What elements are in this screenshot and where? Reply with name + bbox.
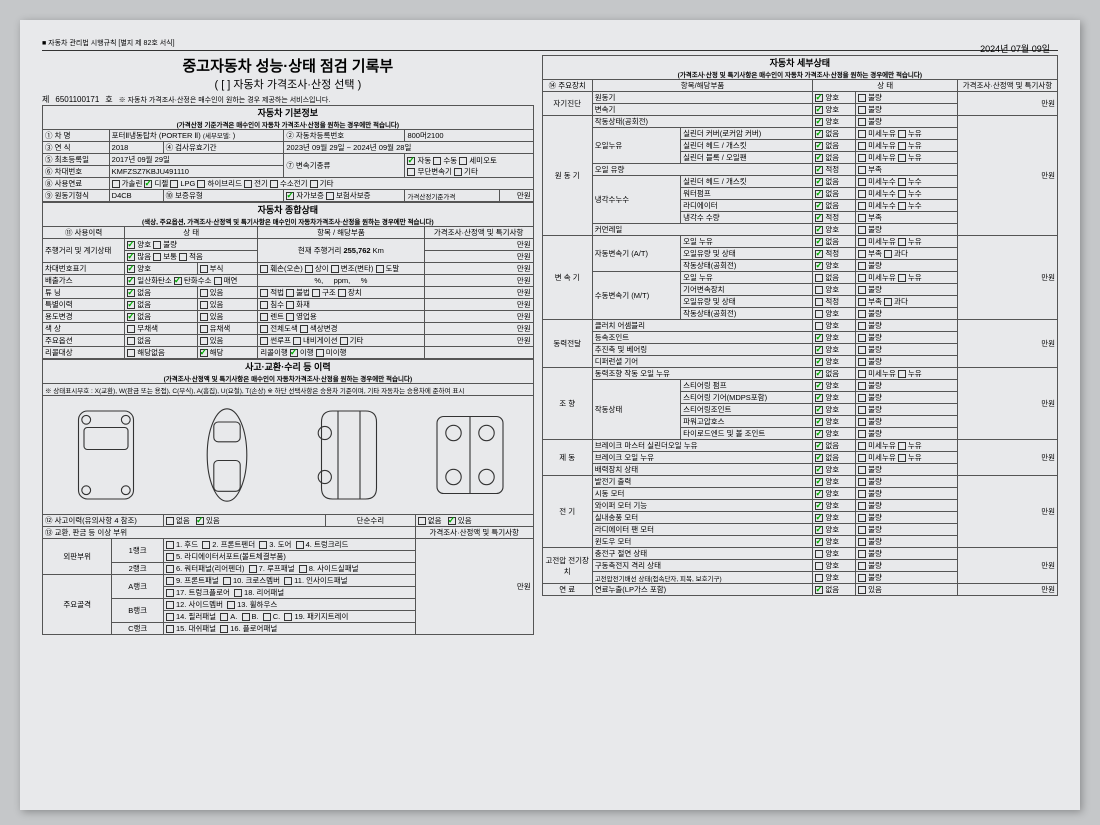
lbl-acc: ⑫ 사고이력(유의사항 4 참조) [43, 515, 164, 527]
val-regno: 800머2100 [405, 130, 533, 142]
g-trans: 변 속 기 [542, 236, 592, 320]
val-valid: 2023년 09월 29일 ~ 2024년 09월 28일 [284, 142, 533, 154]
lbl-fuel: ⑧ 사용연료 [43, 178, 110, 190]
g-power: 동력전달 [542, 320, 592, 368]
val-warranty: 자가보증 보험사보증 [284, 190, 405, 202]
lbl-plate: 차대번호표기 [43, 263, 125, 275]
col-status: 상 태 [125, 227, 258, 239]
rank1-items: 1. 후드 2. 프론트펜더 3. 도어 4. 트렁크리드 [163, 539, 415, 551]
lbl-emission: 배출가스 [43, 275, 125, 287]
lbl-valid: ④ 검사유효기간 [163, 142, 284, 154]
doc-subtitle: ( [ ] 자동차 가격조사·산정 선택 ) [42, 76, 534, 92]
rankB2-items: 14. 필러패널 A. B. C. 19. 패키지트레이 [163, 611, 415, 623]
lbl-special: 특별이력 [43, 299, 125, 311]
docno-suffix: 호 [105, 94, 112, 105]
lbl-tuning: 튜 닝 [43, 287, 125, 299]
col-item: 항목 / 해당부품 [258, 227, 424, 239]
val-trans: 자동 수동 세미오토 무단변속기 기타 [405, 154, 533, 178]
basic-title: 자동차 기본정보(가격산정 기준가격은 매수인이 자동차 가격조사·산정을 원하… [43, 106, 534, 130]
g-self: 자기진단 [542, 92, 592, 116]
val-year: 2018 [109, 142, 163, 154]
lbl-year: ③ 연 식 [43, 142, 110, 154]
g-steer: 조 향 [542, 368, 592, 440]
lbl-odo: 주행거리 및 계기상태 [43, 239, 125, 263]
odo-value: 현재 주행거리 255,762 Km [258, 239, 424, 263]
val-carname: 포터Ⅱ냉동탑차 (PORTER Ⅱ) (세부모델: ) [109, 130, 284, 142]
lbl-color: 색 상 [43, 323, 125, 335]
g-fuel: 연 료 [542, 584, 592, 596]
accident-legend: ※ 상태표시부호 : X(교환), W(판금 또는 용접), C(부식), A(… [43, 384, 534, 396]
doc-title: 중고자동차 성능·상태 점검 기록부 [42, 55, 534, 76]
rankA2-items: 17. 트렁크플로어 18. 리어패널 [163, 587, 415, 599]
lbl-exch: ⑬ 교환, 판금 등 이상 부위 [43, 527, 416, 539]
col-item2: 항목/해당부품 [592, 80, 813, 92]
lbl-warranty: ⑩ 보증유형 [163, 190, 284, 202]
lbl-main: 주요골격 [43, 575, 112, 635]
rankC-items: 15. 대쉬패널 16. 플로어패널 [163, 623, 415, 635]
lbl-option: 주요옵션 [43, 335, 125, 347]
lbl-exch-price: 가격조사·산정액 및 특기사항 [415, 527, 533, 539]
val-engtype: D4CB [109, 190, 163, 202]
docno: 6501100171 [55, 95, 99, 104]
col-price: 가격조사·산정액 및 특기사항 [424, 227, 533, 239]
col-device: ⑭ 주요장치 [542, 80, 592, 92]
odo-amount: 많음 보통 적음 [125, 251, 258, 263]
rankA-items: 9. 프론트패널 10. 크로스멤버 11. 인사이드패널 [163, 575, 415, 587]
col-price2: 가격조사·산정액 및 특기사항 [958, 80, 1058, 92]
lbl-engtype: ⑨ 원동기형식 [43, 190, 110, 202]
lbl-simple: 단순수리 [325, 515, 415, 527]
docno-note: ※ 자동차 가격조사·산정은 매수인이 원하는 경우 제공하는 서비스입니다. [119, 95, 331, 105]
lbl-recall: 리콜대상 [43, 347, 125, 359]
col-status2: 상 태 [813, 80, 958, 92]
g-brake: 제 동 [542, 440, 592, 476]
odo-price: 만원 [424, 239, 533, 251]
rankB-items: 12. 사이드멤버 13. 휠하우스 [163, 599, 415, 611]
accident-title: 사고·교환·수리 등 이력(가격조사·산정액 및 특기사항은 매수인이 자동차가… [43, 360, 534, 384]
lbl-regno: ② 자동차등록번호 [284, 130, 405, 142]
lbl-firstreg: ⑤ 최초등록일 [43, 154, 110, 166]
g-elec: 전 기 [542, 476, 592, 548]
lbl-vin: ⑥ 차대번호 [43, 166, 110, 178]
general-title: 자동차 종합상태(색상, 주요옵션, 가격조사·산정액 및 특기사항은 매수인이… [43, 203, 534, 227]
car-diagrams [43, 396, 533, 514]
lbl-baseprice: 가격산정기준가격 [405, 190, 500, 202]
docno-label: 제 [42, 94, 49, 105]
odo-cond: 양호 불량 [125, 239, 258, 251]
val-firstreg: 2017년 09월 29일 [109, 154, 284, 166]
form-code: ■ 자동차 관리법 시행규칙 [별지 제 82호 서식] [42, 38, 1058, 51]
lbl-carname: ① 차 명 [43, 130, 110, 142]
val-baseprice: 만원 [499, 190, 533, 202]
rank2-items: 6. 쿼터패널(리어펜더) 7. 루프패널 8. 사이드실패널 [163, 563, 415, 575]
lbl-trans: ⑦ 변속기종류 [284, 154, 405, 178]
lbl-usage: 용도변경 [43, 311, 125, 323]
g-hv: 고전압 전기장치 [542, 548, 592, 584]
val-vin: KMFZSZ7KBJU491110 [109, 166, 284, 178]
val-fuel: 가솔린 디젤 LPG 하이브리드 전기 수소전기 기타 [109, 178, 533, 190]
g-engine: 원 동 기 [542, 116, 592, 236]
rank1b-items: 5. 라디에이터서포트(볼트체결부품) [163, 551, 415, 563]
col-use: ⑪ 사용이력 [43, 227, 125, 239]
lbl-outer: 외판부위 [43, 539, 112, 575]
detail-title: 자동차 세부상태(가격조사·산정 및 특기사항은 매수인이 자동차 가격조사·산… [542, 56, 1057, 80]
print-date: 2024년 07월 09일 [980, 42, 1050, 55]
